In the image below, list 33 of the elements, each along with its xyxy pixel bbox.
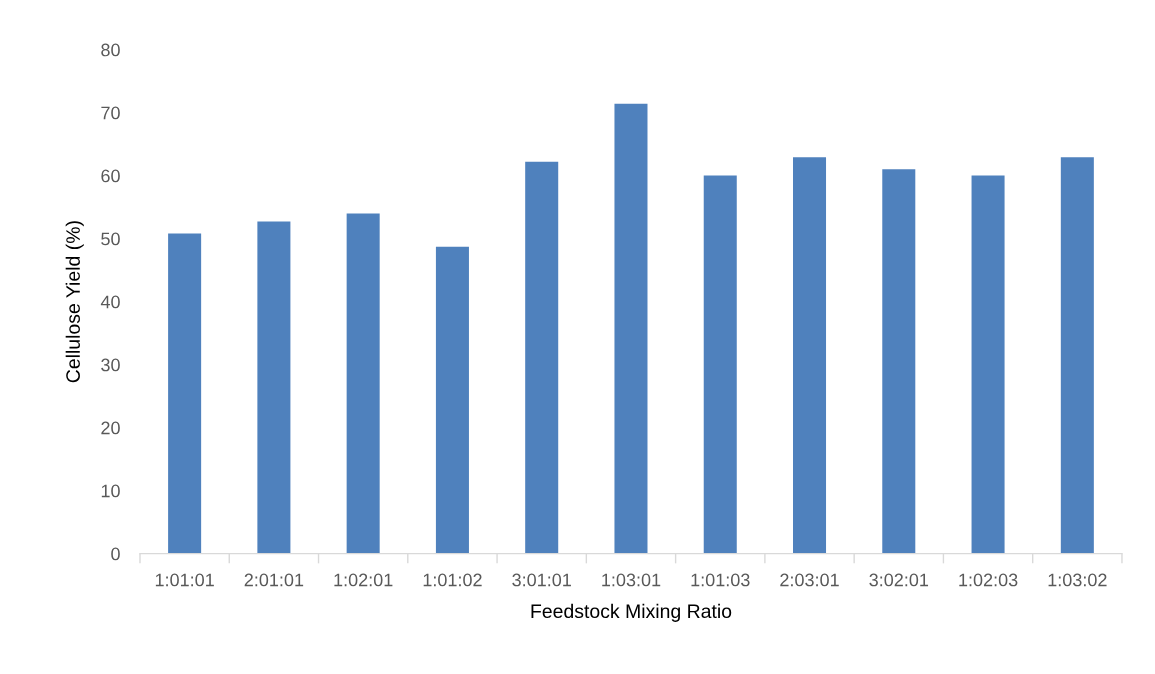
y-tick-label: 60 [101,169,120,183]
bar [614,103,648,554]
y-axis-title: Cellulose Yield (%) [65,221,84,383]
x-tick-label: 1:01:03 [691,573,750,587]
x-axis-title: Feedstock Mixing Ratio [531,603,732,622]
bar [435,246,469,554]
bar [703,175,737,554]
bar [882,169,916,554]
y-tick-label: 30 [101,358,120,372]
y-tick-label: 80 [101,43,120,57]
y-tick-label: 10 [101,484,120,498]
x-tick-label: 1:01:01 [155,573,214,587]
x-tick-label: 1:02:01 [334,573,393,587]
x-tick-label: 1:03:02 [1048,573,1107,587]
bar [525,161,559,554]
x-tick-label: 2:03:01 [780,573,839,587]
bar [168,233,202,554]
y-tick-label: 50 [101,232,120,246]
bar [1060,157,1094,554]
x-tick-label: 1:02:03 [959,573,1018,587]
bar [793,157,827,554]
y-tick-label: 40 [100,295,120,309]
x-tick-label: 3:02:01 [869,573,929,587]
y-tick-label: 0 [111,547,120,561]
bar [971,175,1005,554]
y-tick-label: 20 [101,421,120,435]
x-tick-label: 1:01:02 [423,573,482,587]
x-tick-label: 3:01:01 [512,573,571,587]
y-tick-label: 70 [101,106,120,120]
x-tick-label: 2:01:01 [244,573,304,587]
bar [257,221,291,554]
bar [346,213,380,554]
x-tick-label: 1:03:01 [602,573,661,587]
